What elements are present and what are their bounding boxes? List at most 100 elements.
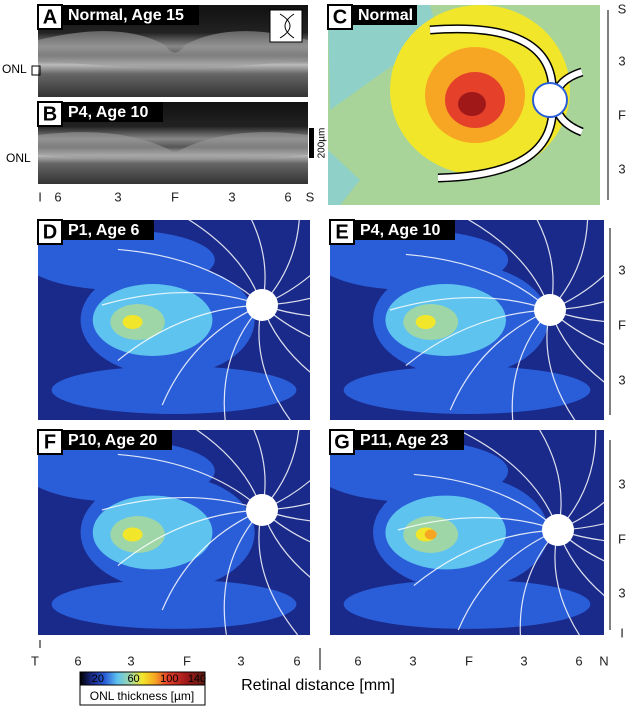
panel-title: P11, Age 23 — [360, 432, 448, 449]
vessel — [261, 297, 310, 306]
onl-label: ONL — [6, 151, 31, 165]
map-region — [51, 579, 297, 629]
tick-label: 6 — [293, 653, 300, 668]
tick-label: 3 — [618, 161, 625, 176]
vessel — [549, 301, 604, 311]
letter-box — [37, 4, 63, 30]
thickness-map — [38, 220, 310, 420]
vessel — [405, 309, 551, 367]
map-region — [122, 527, 143, 542]
map-region — [122, 315, 143, 329]
vessel — [413, 473, 559, 531]
title-box — [63, 430, 172, 450]
letter-box — [37, 101, 63, 127]
vessel — [549, 309, 604, 346]
tick-label: F — [183, 653, 191, 668]
vessel — [161, 509, 263, 611]
map-region — [343, 579, 591, 629]
vessel — [557, 529, 604, 542]
tick-label: 6 — [575, 653, 582, 668]
colorbar-tick: 100 — [160, 673, 178, 685]
tick-label: N — [599, 653, 608, 668]
tick-label: 3 — [409, 653, 416, 668]
vessel — [557, 529, 604, 562]
colorbar-tick: 140 — [188, 673, 206, 685]
vessel — [261, 502, 310, 511]
tick-label: F — [618, 107, 626, 122]
title-box — [355, 430, 464, 450]
vessel — [261, 509, 310, 522]
panel-letter: A — [43, 6, 57, 28]
map-region — [328, 150, 360, 205]
panel-letter: C — [333, 6, 347, 28]
retina-layer — [38, 31, 308, 68]
panel-letter: G — [334, 431, 350, 453]
panel-letter: E — [335, 221, 348, 243]
letter-box — [37, 219, 63, 245]
letter-box — [327, 4, 353, 30]
map-region — [458, 92, 486, 116]
inset — [269, 9, 303, 43]
letter-box — [329, 219, 355, 245]
vessel — [101, 292, 263, 306]
vessel — [457, 529, 559, 631]
map-region — [424, 529, 437, 540]
tick-label: 3 — [228, 189, 235, 204]
vessel — [261, 304, 310, 338]
title-box — [355, 220, 455, 240]
thickness-map — [330, 220, 604, 420]
tick-label: F — [171, 189, 179, 204]
vessel — [101, 497, 263, 511]
panel-title: P4, Age 10 — [360, 222, 440, 239]
panel-title: P4, Age 10 — [68, 104, 148, 121]
panel-title: Normal, Age 15 — [68, 7, 184, 24]
tick-label: 3 — [618, 53, 625, 68]
map-region — [415, 315, 436, 329]
title-box — [63, 220, 154, 240]
vessel — [117, 453, 263, 511]
tick-label: 3 — [618, 476, 625, 491]
panel-letter: B — [43, 103, 57, 125]
vessel — [117, 248, 263, 306]
title-box — [353, 5, 417, 25]
vessel — [549, 274, 604, 311]
tick-label: S — [306, 189, 315, 204]
onl-marker — [31, 65, 41, 76]
map-region — [328, 5, 440, 110]
tick-label: 3 — [618, 585, 625, 600]
title-box — [63, 5, 199, 25]
tick-label: 3 — [520, 653, 527, 668]
tick-label: 3 — [618, 372, 625, 387]
panel-letter: F — [44, 431, 56, 453]
letter-box — [37, 429, 63, 455]
optic-disc — [246, 494, 278, 526]
panel-title: P10, Age 20 — [68, 432, 157, 449]
vessel — [117, 304, 263, 362]
optic-disc — [542, 514, 574, 546]
tick-label: 6 — [54, 189, 61, 204]
x-axis-label: Retinal distance [mm] — [241, 677, 395, 694]
colorbar-tick: 20 — [92, 673, 104, 685]
optic-disc — [246, 289, 278, 321]
tick-label: 6 — [284, 189, 291, 204]
letter-box — [329, 429, 355, 455]
vessel — [413, 529, 559, 587]
tick-label: 3 — [618, 262, 625, 277]
inset-icon — [279, 13, 295, 39]
tick-label: 3 — [127, 653, 134, 668]
colorbar-tick: 60 — [127, 673, 139, 685]
retina-layer — [38, 132, 308, 160]
tick-label: 3 — [237, 653, 244, 668]
optic-disc — [534, 294, 566, 326]
tick-label: F — [618, 317, 626, 332]
scale-label: 200µm — [317, 128, 328, 159]
tick-label: F — [618, 531, 626, 546]
title-box — [63, 102, 163, 122]
tick-label: F — [465, 653, 473, 668]
map-region — [343, 366, 591, 414]
vessel — [557, 501, 604, 531]
scale-bar — [309, 128, 314, 158]
vessel — [405, 253, 551, 311]
vessel — [161, 304, 263, 406]
